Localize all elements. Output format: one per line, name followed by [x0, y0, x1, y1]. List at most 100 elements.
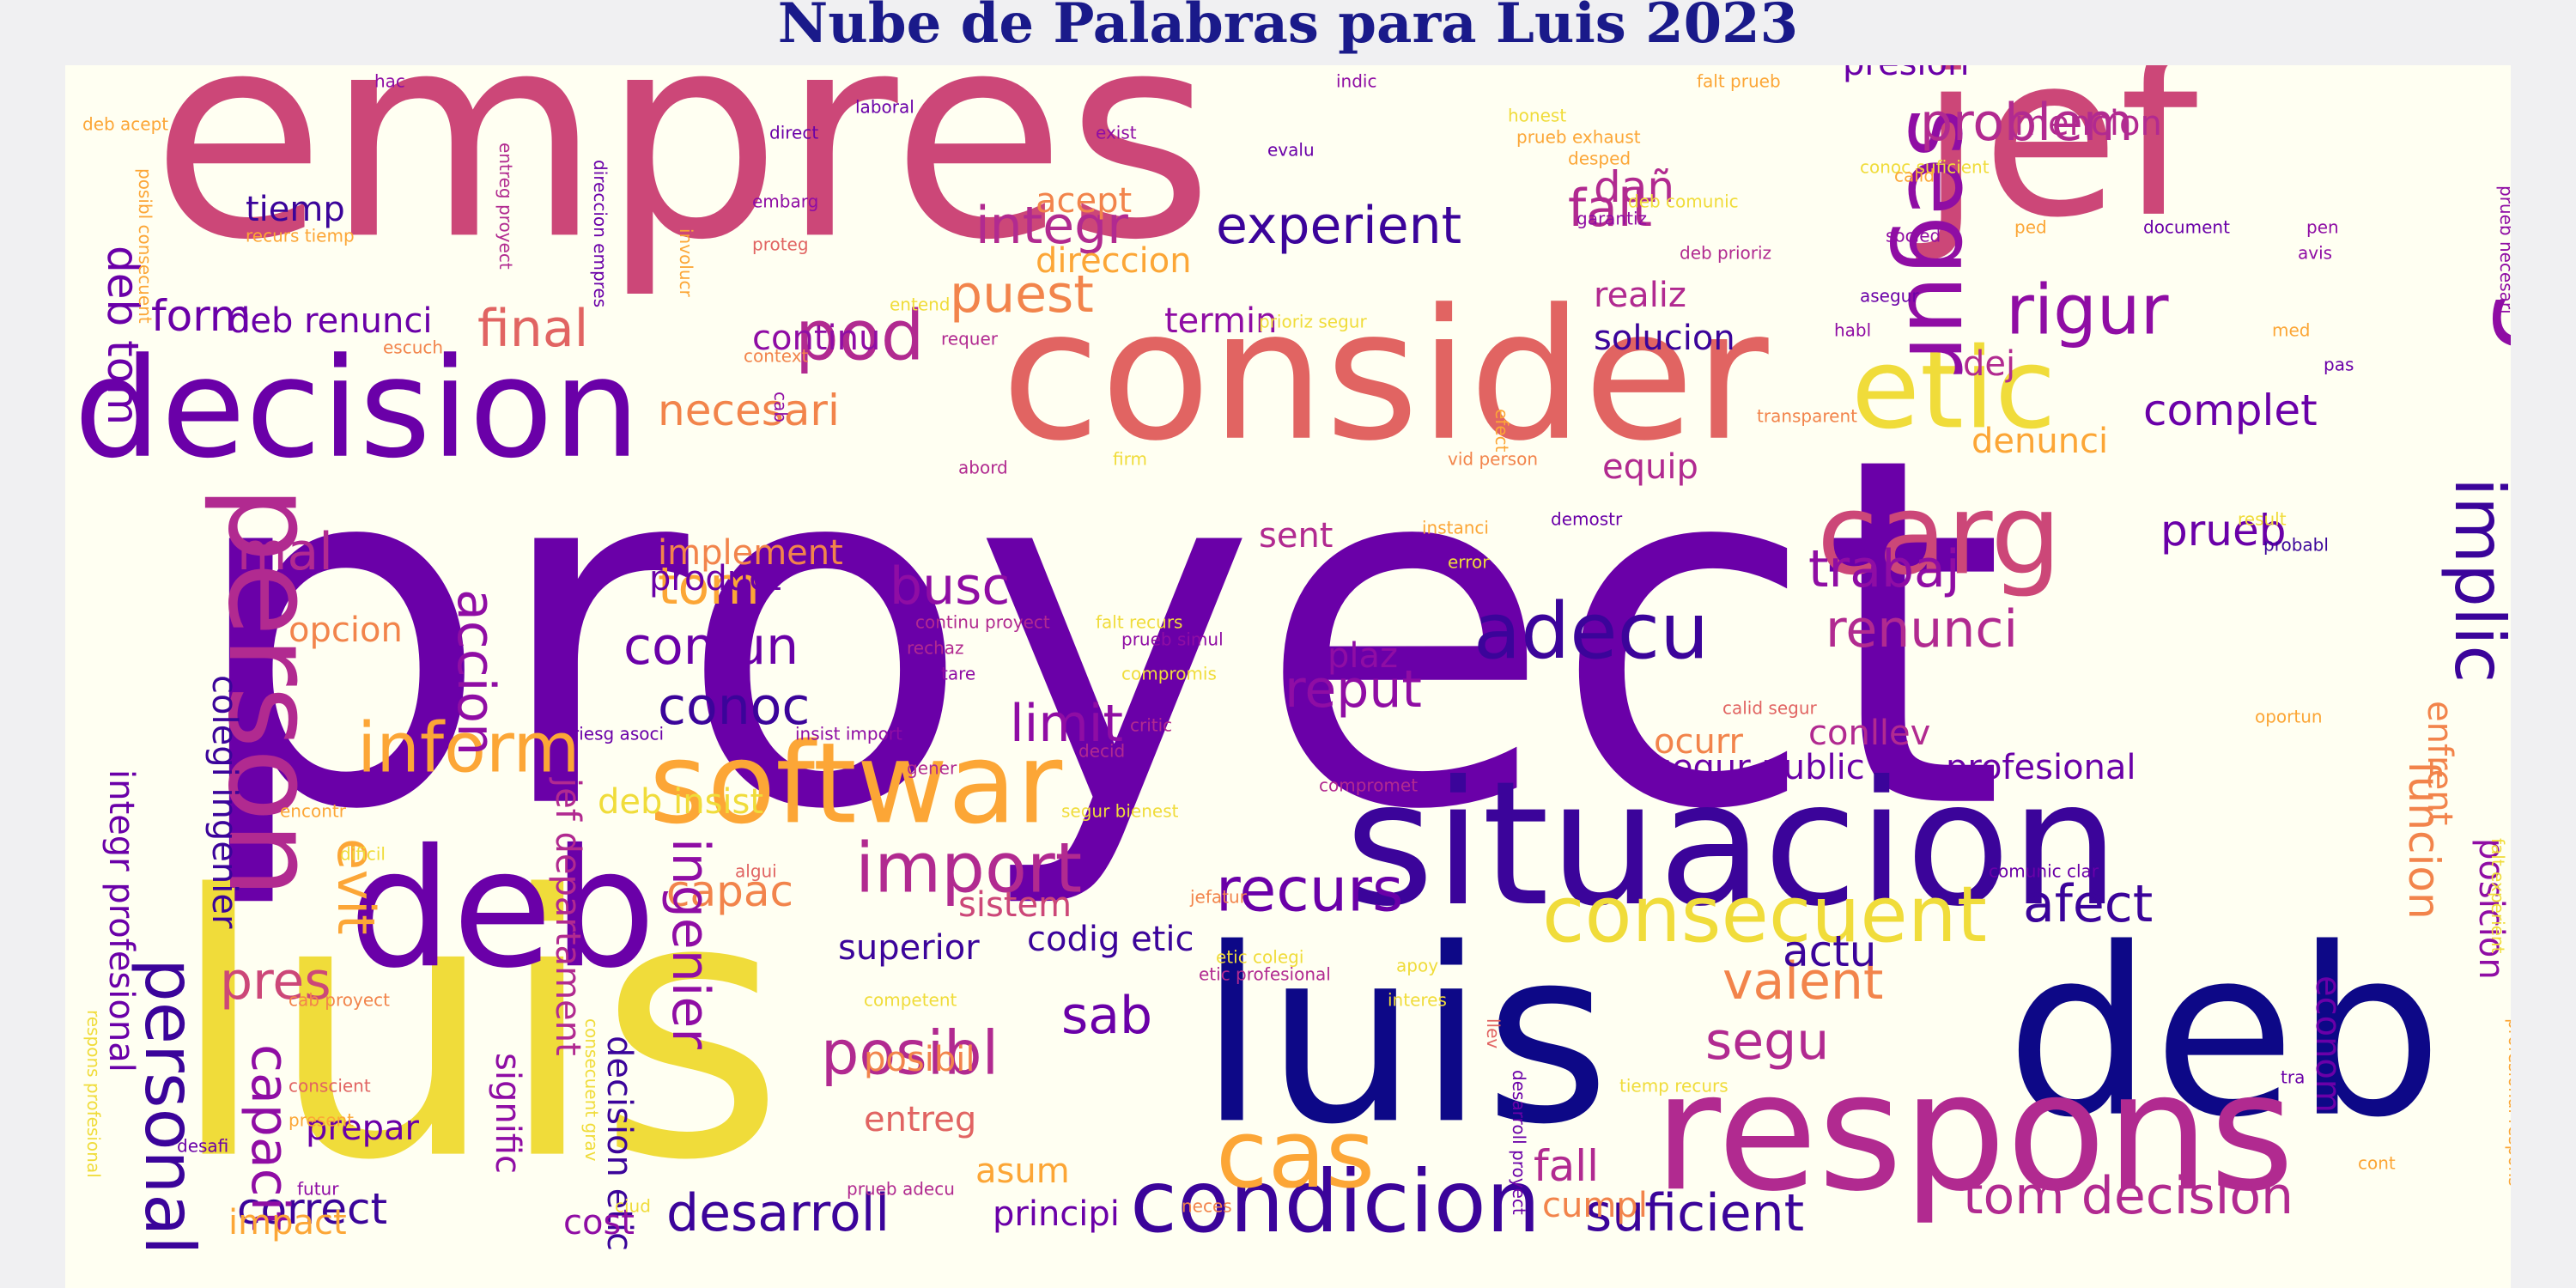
word-entend: entend: [890, 295, 951, 315]
word-pas: pas: [2324, 355, 2354, 375]
word-requer: requer: [941, 329, 999, 349]
word-tom-decision: tom decision: [1963, 1166, 2293, 1226]
word-hac: hac: [374, 71, 405, 92]
word-cas: cas: [1216, 1099, 1375, 1209]
word-falt-recurs: falt recurs: [1096, 612, 1182, 633]
word-direct: direct: [769, 123, 818, 143]
word-rechaz: rechaz: [907, 638, 964, 659]
word-continu: continu: [752, 319, 880, 358]
word-document: document: [2143, 217, 2230, 238]
word-adecu: adecu: [1473, 586, 1709, 677]
word-riesg: riesg: [2489, 82, 2511, 357]
word-consecuent-grav: consecuent grav: [581, 1018, 602, 1162]
word-acept: acept: [1036, 181, 1132, 221]
word-segur-bienest: segur bienest: [1061, 801, 1179, 822]
word-capacit: capacit: [240, 1044, 300, 1231]
word-comunic-clar: comunic clar: [1989, 861, 2099, 882]
word-afect: afect: [2023, 874, 2153, 934]
word-transparent: transparent: [1757, 406, 1857, 427]
word-evit: evit: [325, 838, 386, 935]
word-sent: sent: [1259, 516, 1333, 556]
word-implic: implic: [2439, 477, 2511, 683]
word-probabl: probabl: [2263, 535, 2329, 556]
word-deb: deb: [2006, 898, 2443, 1169]
word-dificil: dificil: [340, 844, 386, 865]
word-oportun: oportun: [2255, 707, 2323, 727]
word-equip: equip: [1602, 447, 1698, 487]
word-prepar: prepar: [306, 1109, 419, 1148]
word-experient: experient: [1216, 196, 1461, 256]
word-calid: calid: [1894, 166, 1935, 186]
word-condicion: condicion: [1130, 1151, 1540, 1252]
word-falt: falt: [1568, 179, 1652, 239]
word-present: present: [289, 1110, 354, 1131]
word-cab: cab: [770, 392, 791, 422]
word-neces: neces: [1182, 1196, 1232, 1217]
word-desarroll-proyect: desarroll proyect: [1509, 1070, 1529, 1215]
word-consider: consider: [1001, 270, 1769, 481]
word-busc: busc: [890, 556, 1010, 617]
word-etic: etic: [1851, 323, 2057, 453]
word-problem: problem: [1920, 93, 2133, 153]
word-tra: tra: [2281, 1067, 2305, 1088]
word-termin: termin: [1164, 301, 1277, 341]
word-conscient: conscient: [289, 1076, 371, 1097]
word-luis: luis: [168, 820, 785, 1240]
word-dañ: dañ: [1594, 162, 1674, 212]
word-dej: dej: [1963, 344, 2015, 384]
word-pen: pen: [2306, 217, 2339, 238]
word-instanci: instanci: [1422, 518, 1489, 538]
word-econom: econom: [2308, 975, 2348, 1113]
word-context: context: [744, 346, 809, 367]
word-posibl-consecuent: posibl consecuent: [135, 168, 155, 324]
word-segu: segu: [1705, 1012, 1829, 1072]
word-insist-import: insist import: [795, 724, 902, 744]
word-compromet: compromet: [1319, 775, 1418, 796]
word-falt-prueb: falt prueb: [1697, 71, 1781, 92]
word-compromis: compromis: [1121, 664, 1217, 684]
word-competent: competent: [864, 990, 957, 1011]
word-demostr: demostr: [1551, 509, 1623, 530]
word-llev: llev: [1483, 1018, 1504, 1048]
word-result: result: [2238, 509, 2287, 530]
word-posibil: posibil: [864, 1040, 975, 1079]
word-laboral: laboral: [855, 97, 914, 118]
word-form: form: [151, 291, 252, 341]
word-prueb-exhaust: prueb exhaust: [1516, 127, 1641, 148]
word-complet: complet: [2143, 386, 2318, 435]
word-consecuent: consecuent: [1542, 870, 1987, 960]
word-desafi: desafi: [177, 1136, 228, 1157]
word-pres: pres: [220, 951, 331, 1012]
word-puest: puest: [950, 264, 1094, 325]
word-codig-etic: codig etic: [1027, 920, 1194, 959]
word-futur: futur: [297, 1179, 339, 1200]
word-desarroll: desarroll: [666, 1183, 890, 1243]
word-reput: reput: [1285, 659, 1422, 720]
word-escuch: escuch: [383, 337, 443, 358]
word-accion: accion: [446, 589, 506, 756]
word-etic-profesional: etic profesional: [1199, 964, 1331, 985]
word-evalu: evalu: [1267, 140, 1315, 161]
page-title: Nube de Palabras para Luis 2023: [777, 0, 1799, 56]
word-pod: pod: [795, 295, 925, 375]
word-opcion: opcion: [289, 611, 403, 650]
word-cab-proyect: cab proyect: [289, 990, 390, 1011]
word-encontr: encontr: [280, 801, 347, 822]
word-enfrent: enfrent: [2420, 701, 2459, 825]
word-suficient: suficient: [1585, 1183, 1804, 1243]
word-posibl: posibl: [821, 1018, 999, 1089]
word-avis: avis: [2298, 243, 2332, 264]
word-situacion: situacion: [1345, 744, 2119, 945]
word-limit: limit: [1010, 694, 1123, 754]
word-asum: asum: [975, 1151, 1070, 1191]
word-personal: personal: [130, 958, 210, 1255]
word-cost: cost: [563, 1203, 635, 1242]
word-algui: algui: [735, 861, 777, 882]
word-proyect: proyect: [185, 355, 2005, 915]
word-critic: critic: [1130, 715, 1172, 736]
word-deb-tom: deb tom: [98, 246, 148, 425]
word-decid: decid: [1078, 741, 1125, 762]
word-person: person: [201, 486, 341, 898]
word-prueb-necesari: prueb necesari: [2496, 185, 2511, 314]
word-socied: socied: [1886, 226, 1941, 246]
